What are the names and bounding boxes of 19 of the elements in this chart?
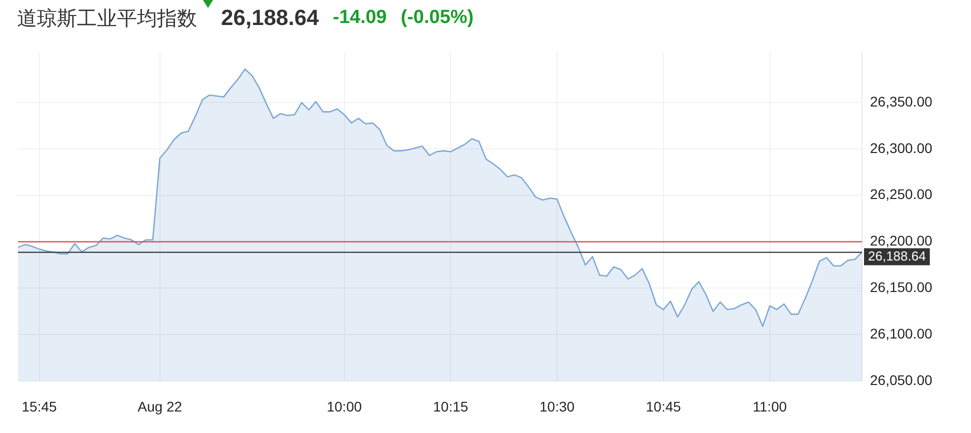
x-tick-label: Aug 22 xyxy=(138,398,182,414)
ref-line-label: 26,188.64 xyxy=(868,248,926,264)
x-tick-label: 10:45 xyxy=(646,398,682,414)
x-tick-label: 10:30 xyxy=(540,398,575,414)
x-tick-label: 10:15 xyxy=(433,398,468,414)
y-tick-label: 26,050.00 xyxy=(870,372,932,388)
y-tick-label: 26,350.00 xyxy=(870,93,932,110)
chart-subtitle: 26,188.64 xyxy=(221,5,319,31)
x-tick-label: 10:00 xyxy=(326,398,362,414)
x-tick-label: 15:45 xyxy=(22,398,57,414)
y-tick-label: 26,300.00 xyxy=(870,140,932,156)
y-tick-label: 26,200.00 xyxy=(870,232,932,249)
y-tick-label: 26,150.00 xyxy=(870,279,932,296)
y-tick-label: 26,100.00 xyxy=(870,325,932,342)
text: (-0.05%) xyxy=(400,7,474,29)
chart-title: 道琼斯工业平均指数 xyxy=(17,4,197,32)
y-tick-label: 26,250.00 xyxy=(870,186,932,202)
x-tick-label: 11:00 xyxy=(752,398,788,414)
text: -14.09 xyxy=(332,7,387,29)
